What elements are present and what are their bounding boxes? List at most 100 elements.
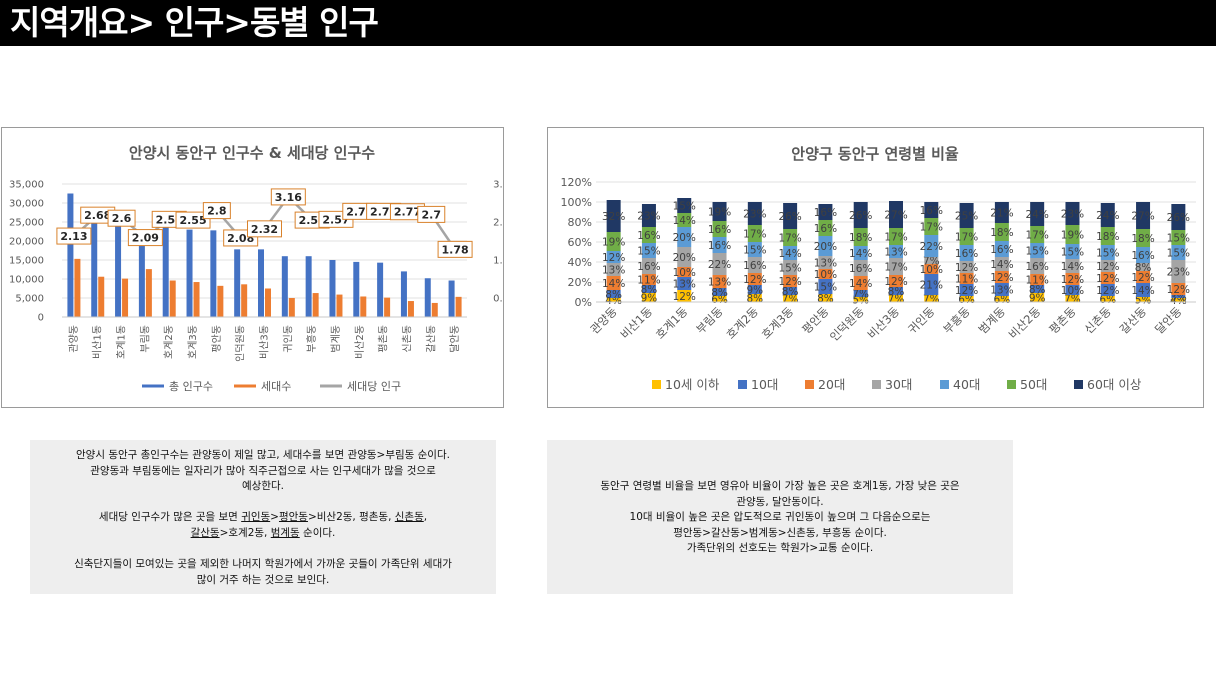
population-chart: 안양시 동안구 인구수 & 세대당 인구수 0 5,000 10,000 15,000 2… [9,144,503,393]
segment-label: 11% [1026,275,1049,287]
stacked-segment [959,296,974,302]
segment-label: 21% [990,208,1013,220]
segment-label: 14% [673,215,696,227]
stacked-segment [889,287,903,295]
segment-label: 14% [849,278,872,290]
stacked-segment [1030,285,1045,293]
segment-label: 15% [1026,246,1049,258]
segment-label: 15% [778,263,801,275]
segment-label: 16% [743,260,766,272]
stacked-segment [1171,245,1186,260]
age-ratio-chart: 안양구 동안구 연령별 비율0%20%40%60%80%100%120%4%8%… [561,145,1196,392]
bar-total-population [234,249,241,317]
note-line: 예상한다. [242,480,284,493]
age-ratio-chart-panel: 안양구 동안구 연령별 비율 0% 20% 40% 60% 80% 100% 120% 4% 8%… [547,127,1204,408]
stacked-segment [606,251,621,263]
stacked-segment [1171,283,1186,295]
data-label-box [175,211,211,229]
bar-households [241,284,248,317]
x-tick-label: 달안동 [449,325,461,353]
segment-label: 22% [920,241,943,253]
segment-label: 14% [849,248,872,260]
stacked-segment [783,287,798,295]
segment-label: 26% [1167,212,1190,224]
y-tick-label: 20% [568,276,592,289]
segment-label: 16% [637,230,660,242]
stacked-segment [783,229,798,246]
stacked-segment [1065,202,1080,225]
x-tick-label: 인덕원동 [827,304,867,344]
stacked-segment [677,198,692,213]
segment-label: 8% [817,293,834,305]
x-tick-label: 인덕원동 [235,325,247,362]
legend-label: 세대수 [261,380,291,393]
stacked-segment [677,247,692,267]
segment-label: 8% [641,284,658,296]
stacked-segment [853,297,868,302]
segment-label: 14% [778,248,801,260]
note-line: 안양시 동안구 총인구수는 관양동이 제일 많고, 세대수를 보면 관양동>부림… [76,449,450,461]
stacked-segment [641,227,656,243]
x-tick-label: 평안동 [211,325,223,353]
segment-label: 12% [1061,274,1084,286]
segment-label: 18% [849,232,872,244]
segment-label: 13% [814,258,837,270]
bar-households [288,298,295,317]
bar-total-population [353,261,360,317]
legend-label: 10대 [751,377,778,392]
y-left-tick-label: 30,000 [9,199,44,210]
stacked-segment [924,202,939,218]
chart-title: 안양시 동안구 인구수 & 세대당 인구수 [129,144,375,162]
data-label: 2.7 [422,208,442,221]
stacked-segment [783,275,798,287]
stacked-segment [1065,259,1080,273]
stacked-segment [1136,271,1151,283]
segment-label: 9% [746,285,763,297]
segment-label: 21% [920,280,943,292]
bar-households [122,278,129,317]
data-label: 2.77 [394,206,421,219]
segment-label: 18% [990,227,1013,239]
segment-label: 19% [602,237,625,249]
segment-label: 24% [1096,210,1119,222]
stacked-segment [1136,229,1151,247]
segment-label: 23% [743,209,766,221]
segment-label: 14% [990,259,1013,271]
segment-label: 16% [1026,261,1049,273]
note-line: 10대 비율이 높은 곳은 압도적으로 귀인동이 높으며 그 다음순으로는 [629,511,931,524]
x-tick-label: 비산2동 [1006,304,1044,342]
bar-households [360,296,367,317]
bar-households [312,293,319,317]
segment-label: 26% [849,210,872,222]
segment-label: 16% [1131,250,1154,262]
segment-label: 15% [814,282,837,294]
x-tick-label: 범계동 [976,304,1008,336]
segment-label: 6% [958,294,975,306]
stacked-segment [1100,260,1115,272]
stacked-segment [994,283,1009,296]
legend-label: 50대 [1020,377,1047,392]
y-tick-label: 80% [568,216,592,229]
x-tick-label: 비산1동 [618,304,656,342]
segment-label: 7% [923,294,940,306]
segment-label: 17% [955,232,978,244]
legend-label: 60대 이상 [1087,377,1142,392]
x-tick-label: 호계3동 [759,304,797,342]
stacked-segment [641,258,656,274]
legend-label: 40대 [953,377,980,392]
stacked-segment [712,202,727,221]
stacked-segment [606,232,621,251]
y-left-tick-label: 5,000 [15,294,44,305]
stacked-segment [818,204,833,220]
y-right-tick-label: 3.5 [493,180,503,191]
stacked-segment [747,294,762,302]
bar-households [98,276,105,317]
bar-households [407,301,414,317]
stacked-segment [606,290,621,298]
segment-label: 12% [1096,261,1119,273]
stacked-segment [994,241,1009,257]
stacked-segment [1171,298,1186,302]
data-label: 2.8 [207,205,227,218]
segment-label: 17% [920,222,943,234]
stacked-segment [783,295,798,302]
